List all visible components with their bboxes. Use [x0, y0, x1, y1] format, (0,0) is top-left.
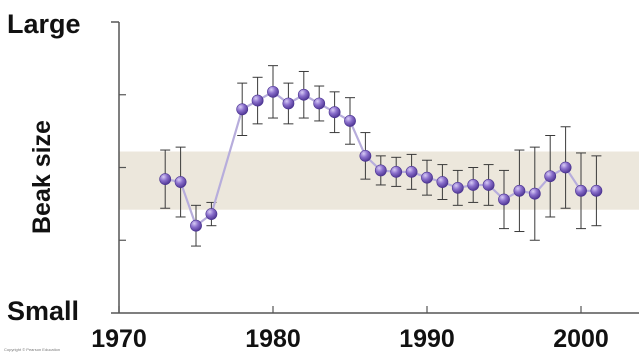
x-tick-label: 1990	[399, 325, 455, 353]
data-point	[498, 193, 510, 206]
axes	[111, 21, 639, 314]
y-bottom-label: Small	[7, 296, 79, 326]
series-line	[164, 90, 597, 228]
data-points	[159, 85, 603, 232]
x-tick-labels: 1970 1980 1990 2000	[91, 325, 609, 353]
y-top-label: Large	[7, 9, 81, 39]
data-point	[344, 115, 356, 127]
data-point	[159, 173, 172, 186]
data-point	[559, 161, 572, 174]
data-point	[405, 165, 418, 178]
data-point	[451, 181, 464, 194]
x-tick-label: 2000	[553, 325, 609, 353]
data-point	[544, 170, 557, 183]
data-point	[590, 184, 603, 197]
data-point	[374, 164, 387, 177]
data-point	[251, 94, 264, 107]
data-point	[575, 184, 587, 197]
data-point	[190, 219, 202, 232]
data-point	[313, 97, 326, 110]
data-point	[359, 149, 372, 162]
data-point	[328, 106, 341, 119]
data-point	[282, 97, 295, 110]
data-point	[436, 176, 449, 188]
x-tick-label: 1970	[91, 325, 147, 353]
data-point	[267, 85, 279, 98]
copyright-credit: Copyright © Pearson Education	[4, 347, 61, 352]
data-point	[174, 176, 187, 188]
data-point	[421, 171, 433, 184]
data-point	[528, 187, 541, 200]
y-axis-title: Beak size	[28, 120, 56, 234]
x-tick-label: 1980	[245, 325, 301, 353]
data-point	[390, 165, 403, 178]
data-point	[205, 208, 218, 220]
data-point	[467, 179, 480, 191]
normal-range-band	[119, 151, 639, 210]
data-point	[513, 184, 526, 197]
data-point	[297, 88, 310, 101]
data-point	[482, 179, 495, 191]
data-point	[236, 103, 249, 116]
